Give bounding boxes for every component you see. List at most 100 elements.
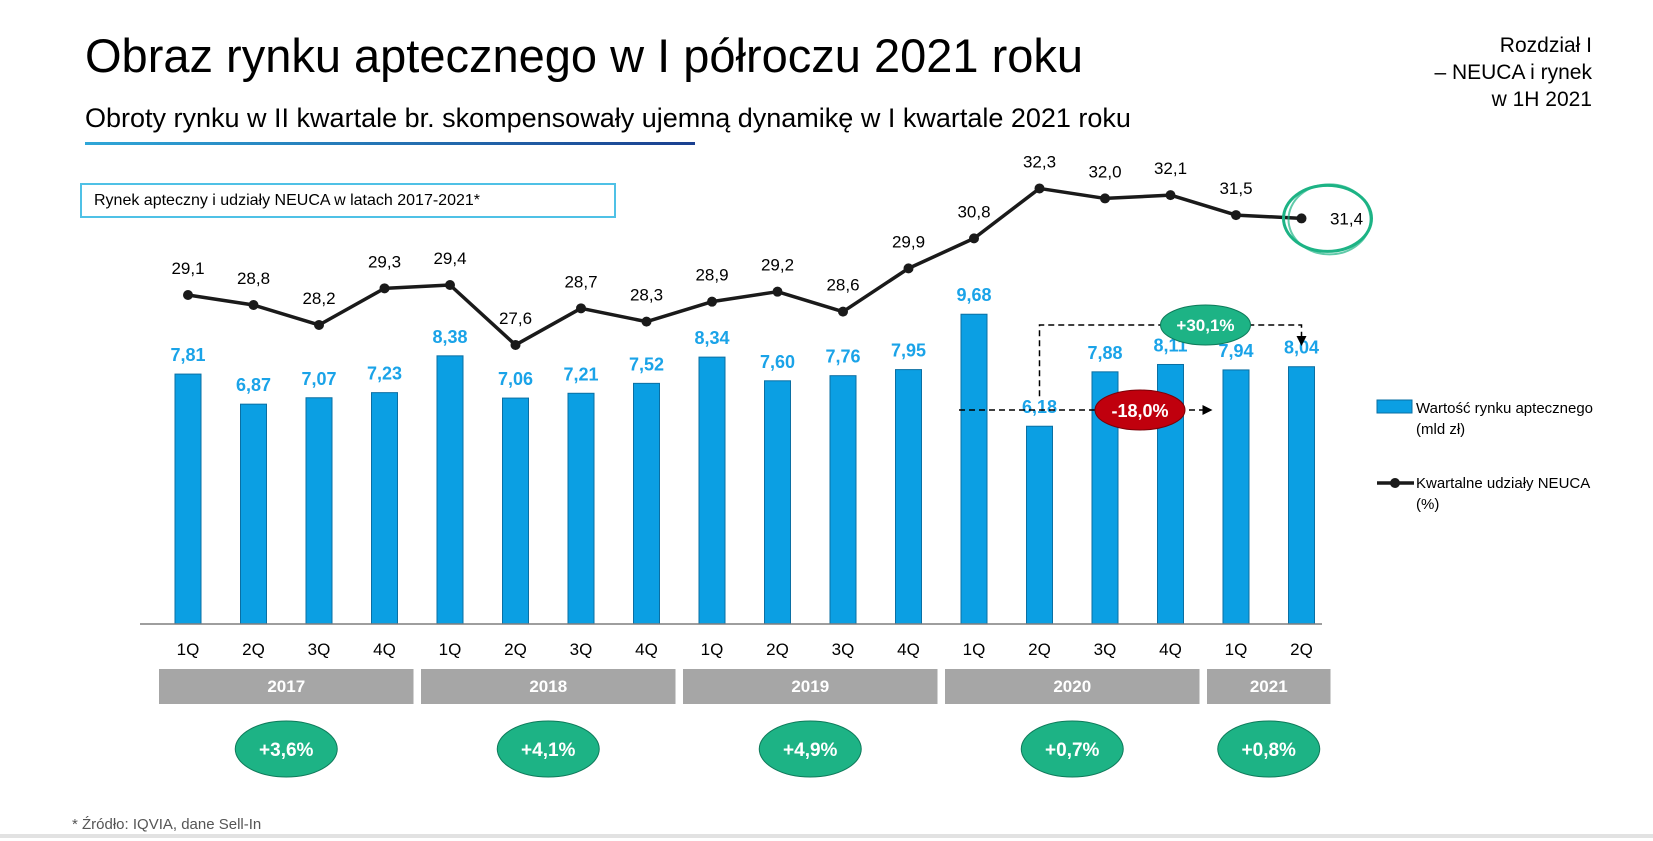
- growth-badge: [496, 720, 600, 778]
- quarter-label: 2Q: [766, 640, 789, 659]
- year-band: [683, 669, 938, 704]
- growth-label: +0,7%: [1045, 740, 1100, 761]
- bar-value-label: 7,60: [760, 352, 795, 372]
- bar-2: [305, 397, 333, 625]
- bar-value-label: 8,04: [1284, 338, 1319, 358]
- quarter-label: 3Q: [832, 640, 855, 659]
- bar-value-label: 7,07: [301, 369, 336, 389]
- growth-badge: [1217, 720, 1321, 778]
- share-point: [838, 306, 848, 317]
- share-point: [641, 316, 652, 327]
- rise-label: +30,1%: [1176, 316, 1234, 335]
- share-point: [183, 290, 193, 300]
- growth-badge: [234, 720, 338, 778]
- growth-badge: [1020, 720, 1124, 778]
- bar-value-label: 7,81: [170, 345, 205, 365]
- growth-label: +0,8%: [1242, 740, 1297, 761]
- year-band: [1207, 669, 1331, 704]
- bar-value-label: 7,95: [891, 341, 926, 361]
- quarter-label: 4Q: [1159, 640, 1182, 659]
- share-point: [1100, 193, 1110, 204]
- quarter-label: 4Q: [635, 640, 658, 659]
- bar-value-label: 6,87: [236, 375, 271, 395]
- bar-10: [829, 375, 857, 625]
- share-value-label: 27,6: [499, 309, 532, 328]
- quarter-label: 1Q: [439, 640, 462, 659]
- legend-line-label: Kwartalne udziały NEUCA: [1416, 475, 1590, 492]
- legend-line-label: (%): [1416, 496, 1439, 513]
- share-point: [314, 319, 324, 330]
- quarter-label: 4Q: [373, 640, 396, 659]
- bar-13: [1026, 425, 1053, 625]
- decline-arrow-head: [1202, 405, 1213, 415]
- share-value-label: 30,8: [957, 202, 990, 221]
- share-point: [1034, 183, 1045, 194]
- quarter-label: 1Q: [1225, 640, 1248, 659]
- share-point: [576, 303, 586, 314]
- share-value-label: 28,7: [564, 272, 597, 291]
- legend-bar-label: (mld zł): [1416, 421, 1465, 438]
- share-value-label: 29,3: [368, 252, 401, 271]
- share-value-label: 28,8: [237, 269, 270, 288]
- legend-bar-swatch: [1376, 399, 1413, 414]
- share-value-label: 29,2: [761, 256, 794, 275]
- bar-9: [764, 380, 791, 625]
- share-value-label: 29,9: [892, 232, 925, 251]
- share-value-label: 32,0: [1088, 162, 1121, 181]
- bar-8: [698, 356, 726, 625]
- quarter-label: 2Q: [1028, 640, 1051, 659]
- share-point: [1231, 210, 1241, 221]
- chart-title: Rynek apteczny i udziały NEUCA w latach …: [94, 192, 480, 209]
- share-value-label: 29,1: [171, 259, 204, 278]
- quarter-label: 1Q: [177, 640, 200, 659]
- year-band: [159, 669, 414, 704]
- share-value-label: 28,2: [302, 289, 335, 308]
- share-point: [248, 299, 259, 310]
- bar-value-label: 8,38: [432, 327, 467, 347]
- chart-title-box: Rynek apteczny i udziały NEUCA w latach …: [80, 183, 616, 218]
- decline-label: -18,0%: [1111, 401, 1168, 421]
- bar-value-label: 7,52: [629, 354, 664, 374]
- bar-value-label: 7,94: [1218, 341, 1253, 361]
- bar-value-label: 7,76: [825, 347, 860, 367]
- subtitle-underline: [85, 142, 695, 145]
- quarter-label: 2Q: [1290, 640, 1313, 659]
- share-point: [445, 280, 455, 291]
- bar-11: [895, 369, 922, 625]
- year-label: 2018: [529, 677, 567, 696]
- decline-badge: [1094, 389, 1186, 431]
- share-point: [903, 263, 914, 274]
- bar-16: [1222, 369, 1250, 625]
- legend-bar-label: Wartość rynku aptecznego: [1416, 400, 1593, 417]
- share-point: [1165, 190, 1176, 201]
- year-band: [945, 669, 1200, 704]
- share-value-label: 32,3: [1023, 152, 1056, 171]
- bar-17: [1288, 366, 1315, 625]
- bar-6: [567, 392, 595, 625]
- page-title: Obraz rynku aptecznego w I półroczu 2021…: [85, 29, 1083, 82]
- page-subtitle: Obroty rynku w II kwartale br. skompenso…: [85, 103, 1131, 133]
- bar-value-label: 8,34: [694, 328, 729, 348]
- quarter-label: 1Q: [963, 640, 986, 659]
- share-value-label: 29,4: [433, 249, 466, 268]
- share-value-label: 28,6: [826, 276, 859, 295]
- share-point: [1296, 213, 1307, 224]
- share-point: [510, 339, 521, 350]
- bar-5: [502, 397, 529, 625]
- bar-0: [174, 373, 202, 625]
- quarter-label: 4Q: [897, 640, 920, 659]
- share-point: [707, 296, 717, 307]
- quarter-label: 1Q: [701, 640, 724, 659]
- share-value-label: 28,9: [695, 266, 728, 285]
- share-value-label: 31,5: [1219, 179, 1252, 198]
- bar-7: [633, 382, 660, 625]
- growth-label: +4,1%: [521, 740, 576, 761]
- share-line: [187, 186, 1302, 347]
- bar-12: [960, 313, 988, 625]
- year-label: 2019: [791, 677, 829, 696]
- highlight-ring: [1287, 183, 1372, 256]
- year-band: [421, 669, 676, 704]
- quarter-label: 2Q: [504, 640, 527, 659]
- bar-value-label: 7,88: [1087, 343, 1122, 363]
